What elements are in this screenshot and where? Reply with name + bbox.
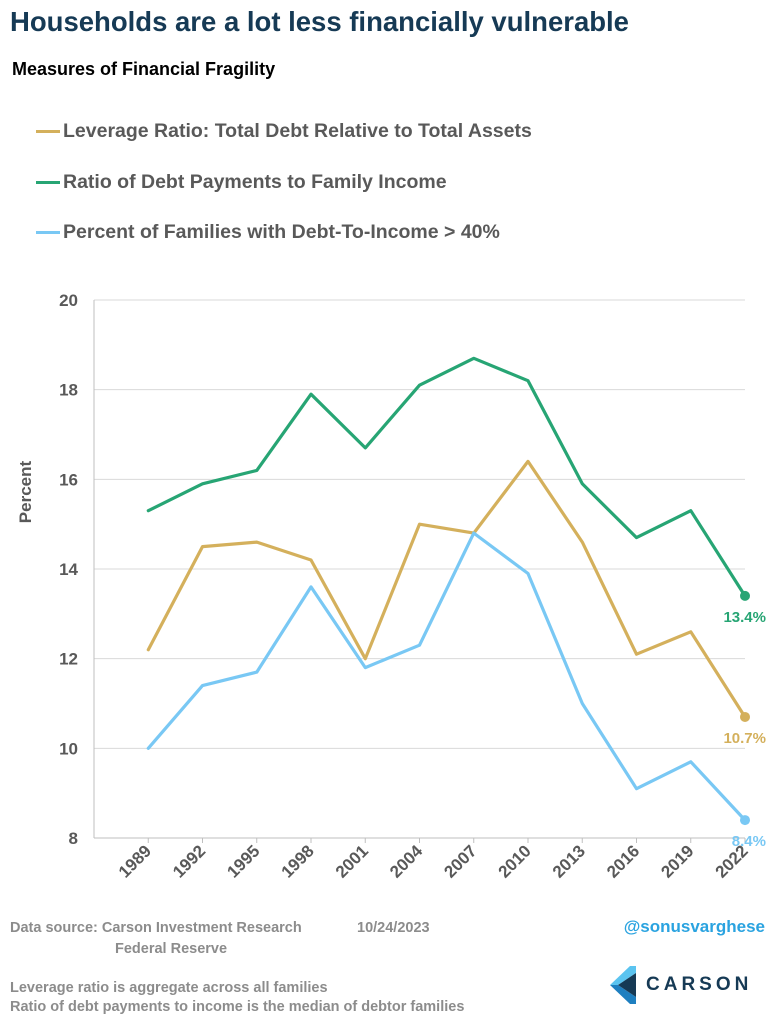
- x-tick-label: 2004: [386, 841, 427, 882]
- carson-logo-icon: [610, 966, 636, 1004]
- chart-subtitle: Measures of Financial Fragility: [12, 59, 276, 79]
- legend-swatch-dti: [36, 231, 60, 234]
- source-date: 10/24/2023: [357, 920, 430, 936]
- y-tick-label: 20: [59, 291, 78, 310]
- carson-logo-text: CARSON: [646, 974, 753, 995]
- social-handle[interactable]: @sonusvarghese: [623, 917, 765, 936]
- y-axis-label: Percent: [16, 460, 35, 523]
- x-tick-label: 2019: [657, 841, 697, 881]
- series-line-leverage: [146, 459, 747, 719]
- legend-item-leverage: Leverage Ratio: Total Debt Relative to T…: [36, 118, 532, 145]
- legend-swatch-debt-payments: [36, 180, 60, 184]
- endpoint-marker-debt-payments: [740, 590, 750, 601]
- series-endpoints: 10.7% 13.4% 8.4%: [723, 590, 766, 850]
- endpoint-marker-leverage: [740, 711, 750, 722]
- x-tick-label: 2007: [440, 841, 480, 881]
- x-tick-label: 2016: [603, 841, 643, 881]
- data-source-line2: Federal Reserve: [115, 941, 228, 957]
- footnote-debt-payments: Ratio of debt payments to income is the …: [10, 999, 465, 1015]
- data-source: Data source: Carson Investment Research: [10, 920, 302, 936]
- legend-swatch-leverage: [36, 130, 60, 133]
- endpoint-label-dti: 8.4%: [732, 833, 766, 850]
- endpoint-marker-dti: [740, 815, 750, 826]
- x-tick-label: 1995: [223, 841, 263, 881]
- x-tick-label: 1989: [115, 841, 155, 881]
- endpoint-label-leverage: 10.7%: [723, 730, 766, 747]
- y-tick-label: 16: [59, 470, 78, 489]
- legend: Leverage Ratio: Total Debt Relative to T…: [36, 118, 532, 270]
- y-tick-label: 10: [59, 739, 78, 758]
- x-tick-label: 2001: [332, 841, 372, 881]
- line-chart: 8 10 12 14 16 18 20 1989 1992 1995 1998 2001 2004 20…: [16, 291, 766, 882]
- legend-item-debt-payments: Ratio of Debt Payments to Family Income: [36, 169, 532, 196]
- legend-item-dti: Percent of Families with Debt-To-Income …: [36, 219, 532, 246]
- carson-logo: CARSON: [610, 966, 752, 1004]
- y-tick-label: 8: [69, 829, 78, 848]
- chart-title: Households are a lot less financially vu…: [10, 6, 629, 37]
- x-tick-label: 2010: [495, 841, 535, 881]
- endpoint-label-debt-payments: 13.4%: [723, 609, 766, 626]
- footnote-leverage: Leverage ratio is aggregate across all f…: [10, 980, 328, 996]
- y-tick-labels: 8 10 12 14 16 18 20: [59, 291, 78, 848]
- series-line-dti: [146, 531, 747, 822]
- legend-label-leverage: Leverage Ratio: Total Debt Relative to T…: [63, 120, 532, 142]
- series-line-debt-payments: [146, 356, 747, 598]
- x-tick-label: 1998: [278, 841, 318, 881]
- x-tick-label: 1992: [169, 841, 209, 881]
- y-tick-label: 12: [59, 650, 78, 669]
- legend-label-dti: Percent of Families with Debt-To-Income …: [63, 221, 500, 243]
- x-tick-label: 2013: [549, 841, 589, 881]
- gridlines: [94, 299, 745, 749]
- x-tick-labels: 1989 1992 1995 1998 2001 2004 2007 2010 2013 2016…: [115, 838, 752, 882]
- y-tick-label: 18: [59, 381, 78, 400]
- legend-label-debt-payments: Ratio of Debt Payments to Family Income: [63, 170, 447, 193]
- series-lines: [146, 356, 747, 822]
- y-tick-label: 14: [59, 560, 78, 579]
